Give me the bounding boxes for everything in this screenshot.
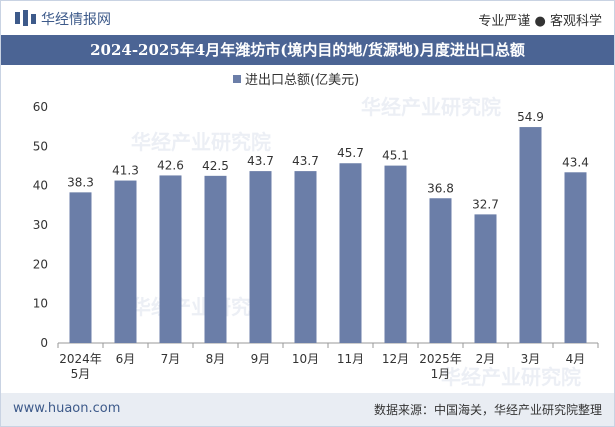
watermark: 华经产业研究院 [131,130,271,154]
x-tick-label: 7月 [161,352,181,366]
footer-website: www.huaon.com [13,401,121,416]
slogan: 专业严谨 ● 客观科学 [478,14,602,29]
data-label: 42.5 [202,159,229,173]
y-tick-label: 20 [33,257,48,271]
bars [69,127,587,343]
bar [114,180,137,343]
brand-logo-icon [15,10,36,26]
watermark: 华经产业研究院 [361,95,501,119]
footer-bar [1,393,614,426]
data-label: 36.8 [427,181,454,195]
legend-swatch [233,75,241,83]
y-tick-label: 30 [33,218,48,232]
data-label: 38.3 [67,175,94,189]
data-label: 43.7 [292,154,319,168]
x-tick-label: 9月 [251,352,271,366]
legend: 进出口总额(亿美元) [233,73,359,88]
x-tick-label: 12月 [382,352,409,366]
bar [429,198,452,343]
bar [519,127,542,343]
bar [69,192,92,343]
x-tick-label: 6月 [116,352,136,366]
data-label: 41.3 [112,164,139,178]
y-tick-label: 10 [33,297,48,311]
top-bar: 华经情报网 专业严谨 ● 客观科学 [1,1,614,35]
x-tick-label: 4月 [566,352,586,366]
x-tick-label: 2025年 1月 [419,352,462,381]
bar [474,214,497,343]
watermark: 华经产业研究院 [441,365,581,389]
x-tick-label: 8月 [206,352,226,366]
data-label: 42.6 [157,158,184,172]
bar [204,175,227,343]
brand-name: 华经情报网 [41,12,111,28]
bar [159,175,182,343]
x-tick-label: 11月 [337,352,364,366]
data-label: 45.7 [337,146,364,160]
bar [249,171,272,343]
y-tick-label: 60 [33,100,48,114]
x-tick-label: 2月 [476,352,496,366]
footer-source: 数据来源：中国海关，华经产业研究院整理 [373,403,602,417]
x-tick-label: 3月 [521,352,541,366]
value-labels: 38.3 41.3 42.6 42.5 43.7 43.7 45.7 45.1 36.8 32.7… [67,110,589,211]
data-label: 32.7 [472,197,499,211]
x-axis: 2024年 5月 6月 7月 8月 9月 10月 11月 12月 2025年 1月 2月 3月 4月 [57,342,599,381]
legend-label: 进出口总额(亿美元) [245,73,359,88]
data-label: 43.4 [562,155,589,169]
bar [294,171,317,343]
watermark: 华经产业研究院 [131,295,271,319]
x-tick-label: 10月 [292,352,319,366]
data-label: 45.1 [382,149,409,163]
x-tick-label: 2024年 5月 [59,352,102,381]
y-tick-label: 40 [33,179,48,193]
y-tick-label: 0 [40,336,48,350]
bar [339,163,362,343]
data-label: 54.9 [517,110,544,124]
y-tick-label: 50 [33,139,48,153]
title-bar: 2024-2025年4月年潍坊市(境内目的地/货源地)月度进出口总额 [1,35,614,65]
data-label: 43.7 [247,154,274,168]
y-axis: 0 10 20 30 40 50 60 [33,100,48,350]
bar [384,165,407,343]
bar [564,172,587,343]
chart-title: 2024-2025年4月年潍坊市(境内目的地/货源地)月度进出口总额 [90,41,525,59]
